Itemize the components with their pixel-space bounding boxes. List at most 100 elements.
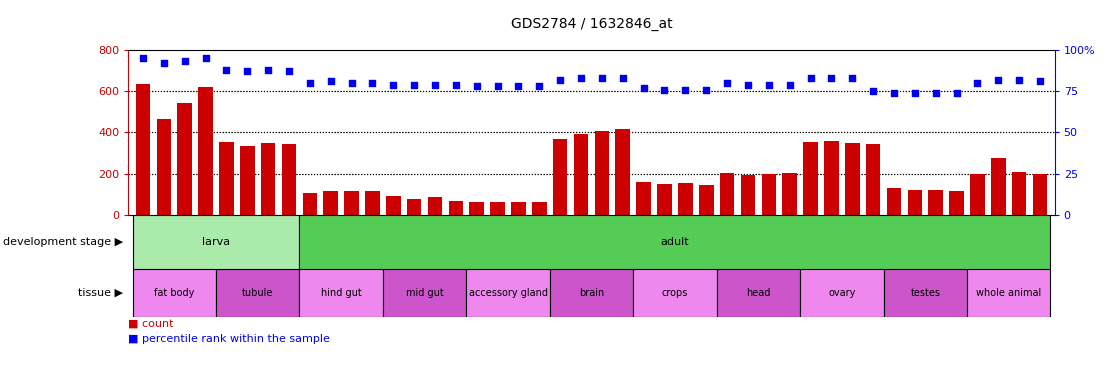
Bar xyxy=(636,182,651,215)
Point xyxy=(760,81,778,88)
Bar xyxy=(615,129,631,215)
Bar xyxy=(407,199,422,215)
Bar xyxy=(302,194,317,215)
Bar xyxy=(574,134,588,215)
Bar xyxy=(950,191,964,215)
Text: mid gut: mid gut xyxy=(406,288,443,298)
Bar xyxy=(344,191,359,215)
Bar xyxy=(907,190,922,215)
Bar xyxy=(552,139,568,215)
Bar xyxy=(800,269,884,317)
Bar xyxy=(240,146,254,215)
Bar xyxy=(383,269,466,317)
Bar xyxy=(470,202,484,215)
Text: tubule: tubule xyxy=(242,288,273,298)
Bar xyxy=(1012,172,1027,215)
Point xyxy=(426,81,444,88)
Bar xyxy=(761,174,776,215)
Point xyxy=(196,55,214,61)
Point xyxy=(218,67,235,73)
Point xyxy=(906,90,924,96)
Bar xyxy=(427,197,442,215)
Bar xyxy=(199,87,213,215)
Point xyxy=(551,76,569,83)
Point xyxy=(364,80,382,86)
Bar xyxy=(804,142,818,215)
Bar xyxy=(966,269,1050,317)
Text: adult: adult xyxy=(661,237,690,247)
Text: fat body: fat body xyxy=(154,288,194,298)
Point xyxy=(343,80,360,86)
Text: tissue ▶: tissue ▶ xyxy=(78,288,123,298)
Point xyxy=(489,83,507,89)
Bar xyxy=(887,188,902,215)
Point xyxy=(573,75,590,81)
Point xyxy=(510,83,528,89)
Text: brain: brain xyxy=(579,288,604,298)
Bar xyxy=(866,144,881,215)
Text: larva: larva xyxy=(202,237,230,247)
Text: crops: crops xyxy=(662,288,689,298)
Point xyxy=(593,75,610,81)
Bar xyxy=(136,84,151,215)
Bar xyxy=(1032,174,1047,215)
Bar xyxy=(177,103,192,215)
Bar xyxy=(386,197,401,215)
Bar xyxy=(699,185,713,215)
Point xyxy=(739,81,757,88)
Bar xyxy=(281,144,296,215)
Point xyxy=(885,90,903,96)
Bar xyxy=(217,269,299,317)
Bar xyxy=(929,190,943,215)
Point xyxy=(175,58,193,65)
Bar xyxy=(679,183,693,215)
Bar xyxy=(884,269,966,317)
Bar xyxy=(466,269,550,317)
Bar xyxy=(741,175,756,215)
Point xyxy=(259,67,277,73)
Point xyxy=(280,68,298,74)
Point xyxy=(926,90,944,96)
Point xyxy=(969,80,987,86)
Bar xyxy=(716,269,800,317)
Point xyxy=(134,55,152,61)
Text: GDS2784 / 1632846_at: GDS2784 / 1632846_at xyxy=(511,17,672,31)
Point xyxy=(614,75,632,81)
Text: hind gut: hind gut xyxy=(320,288,362,298)
Bar xyxy=(595,131,609,215)
Point xyxy=(635,85,653,91)
Text: ■ count: ■ count xyxy=(128,318,174,328)
Point xyxy=(676,86,694,93)
Bar xyxy=(782,173,797,215)
Text: development stage ▶: development stage ▶ xyxy=(2,237,123,247)
Point xyxy=(239,68,257,74)
Point xyxy=(405,81,423,88)
Point xyxy=(384,81,402,88)
Point xyxy=(1010,76,1028,83)
Bar xyxy=(261,143,276,215)
Point xyxy=(446,81,464,88)
Bar xyxy=(449,200,463,215)
Point xyxy=(864,88,882,94)
Bar xyxy=(657,184,672,215)
Bar xyxy=(299,269,383,317)
Point xyxy=(1031,78,1049,84)
Bar xyxy=(219,142,233,215)
Bar xyxy=(133,269,217,317)
Point xyxy=(301,80,319,86)
Point xyxy=(947,90,965,96)
Point xyxy=(655,86,673,93)
Text: ovary: ovary xyxy=(828,288,856,298)
Point xyxy=(530,83,548,89)
Bar xyxy=(824,141,839,215)
Point xyxy=(822,75,840,81)
Bar xyxy=(299,215,1050,269)
Bar xyxy=(720,173,734,215)
Point xyxy=(719,80,737,86)
Bar xyxy=(991,158,1006,215)
Text: ■ percentile rank within the sample: ■ percentile rank within the sample xyxy=(128,334,330,344)
Bar xyxy=(490,202,504,215)
Text: whole animal: whole animal xyxy=(976,288,1041,298)
Bar xyxy=(324,191,338,215)
Bar xyxy=(550,269,633,317)
